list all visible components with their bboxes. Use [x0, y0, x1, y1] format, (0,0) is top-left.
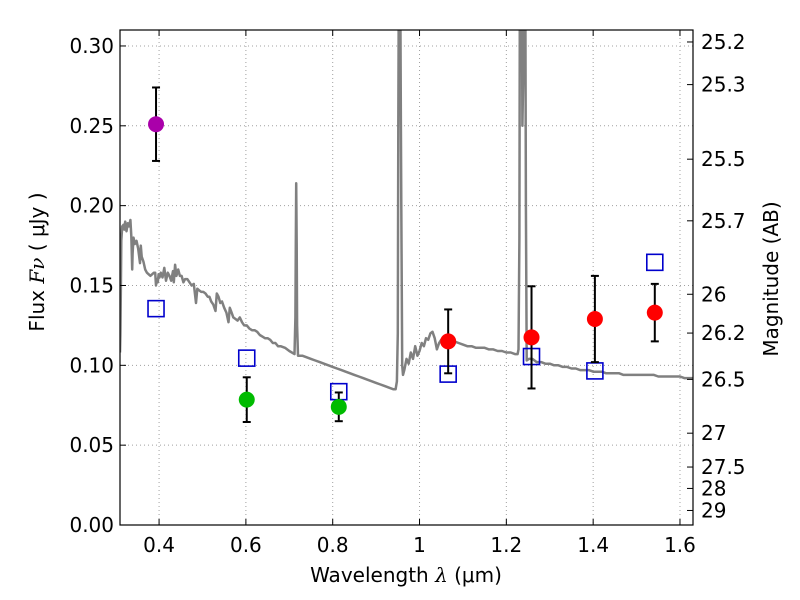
model-photometry-layer [147, 253, 664, 401]
y-tick-label: 0.25 [69, 114, 114, 138]
observed-photometry-point [646, 304, 663, 321]
observed-photometry-point [148, 116, 165, 133]
y2-tick-label: 26.2 [701, 321, 746, 345]
y2-tick-label: 29 [701, 498, 726, 522]
observed-photometry-point [586, 311, 603, 328]
y-tick-label: 0.15 [69, 273, 114, 297]
x-tick-label: 1.6 [664, 533, 696, 557]
y2-tick-label: 25.2 [701, 30, 746, 54]
x-tick-label: 1.4 [577, 533, 609, 557]
y-tick-label: 0.10 [69, 353, 114, 377]
x-tick-label: 0.4 [143, 533, 175, 557]
grid-lines [120, 30, 693, 526]
x-tick-label: 1.2 [490, 533, 522, 557]
y2-tick-label: 27.5 [701, 455, 746, 479]
y-tick-label: 0.00 [69, 513, 114, 537]
y-tick-label: 0.05 [69, 433, 114, 457]
model-photometry-point [645, 253, 664, 272]
observed-photometry-layer [148, 86, 663, 424]
y2-tick-label: 26.5 [701, 367, 746, 391]
axis-ticks: 0.4 0.6 0.8 1 1.2 1.4 1.6 0.00 0.05 0.10 0.15 0.20 0… [69, 30, 745, 557]
model-photometry-point [147, 299, 165, 318]
y2-tick-label: 25.5 [701, 147, 746, 171]
observed-photometry-point [238, 391, 255, 408]
model-photometry-point [237, 349, 256, 367]
y2-tick-label: 28 [701, 476, 726, 500]
y2-tick-label: 26 [701, 282, 726, 306]
plot-frame [119, 29, 694, 526]
x-tick-label: 1 [413, 533, 426, 557]
template-spectrum-line [120, 30, 693, 391]
y2-tick-label: 25.7 [701, 209, 746, 233]
y2-axis-title: Magnitude (AB) [759, 201, 783, 356]
observed-photometry-point [440, 333, 457, 350]
y-tick-label: 0.20 [69, 194, 114, 218]
y2-tick-label: 25.3 [701, 73, 746, 97]
x-tick-label: 0.8 [317, 533, 349, 557]
x-tick-label: 0.6 [230, 533, 262, 557]
y-axis-title: Flux Fν ( μJy ) [25, 192, 49, 331]
y-tick-label: 0.30 [69, 34, 114, 58]
observed-photometry-point [523, 329, 540, 346]
y2-tick-label: 27 [701, 421, 726, 445]
x-axis-title: Wavelength λ (μm) [310, 563, 502, 587]
template-spectrum-layer [120, 30, 693, 391]
observed-photometry-point [330, 398, 347, 415]
